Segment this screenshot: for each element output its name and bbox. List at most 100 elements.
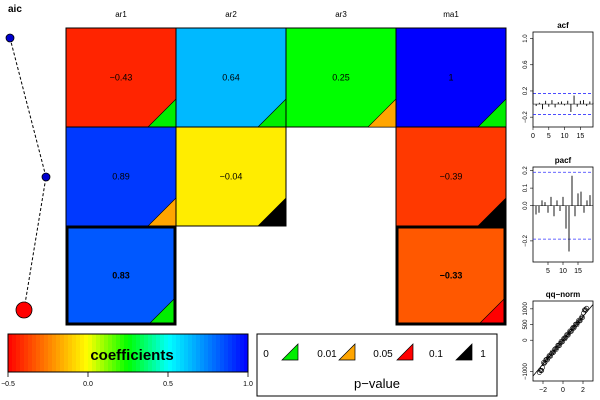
colorbar-swatch xyxy=(188,334,193,372)
matrix-cell: −0.04 xyxy=(175,126,287,227)
colorbar-swatch xyxy=(16,334,21,372)
colorbar-swatch xyxy=(204,334,209,372)
qq-point xyxy=(541,360,546,365)
qq-point xyxy=(580,315,585,320)
colorbar-swatch xyxy=(236,334,241,372)
colorbar-swatch xyxy=(12,334,17,372)
qq-point xyxy=(549,349,555,355)
cell-value: 0.64 xyxy=(222,73,240,83)
qq-point xyxy=(552,346,557,352)
colorbar-swatch xyxy=(88,334,93,372)
colorbar-swatch xyxy=(108,334,113,372)
colorbar-swatch xyxy=(76,334,81,372)
x-tick-label: 0 xyxy=(561,387,565,394)
column-labels: ar1 ar2 ar3 ma1 xyxy=(115,10,459,19)
column-label-ma1: ma1 xyxy=(443,10,459,19)
aic-panel: aic xyxy=(5,4,51,319)
matrix-cell: −0.39 xyxy=(395,126,507,227)
qq-point xyxy=(558,339,564,344)
matrix-cell: 0.83 xyxy=(65,225,177,326)
x-tick-label: 15 xyxy=(574,268,582,275)
x-tick-label: 10 xyxy=(559,268,567,275)
colorbar-swatch xyxy=(232,334,237,372)
colorbar-swatch xyxy=(84,334,89,372)
colorbar-swatch xyxy=(224,334,229,372)
colorbar-swatch xyxy=(100,334,105,372)
colorbar-swatch xyxy=(228,334,233,372)
pvalue-legend-title: p−value xyxy=(354,376,400,391)
qq-point xyxy=(583,307,589,313)
colorbar-swatch xyxy=(40,334,45,372)
qqnorm-plot: qq−norm −1000 0 500 1000 −2 0 2 xyxy=(523,290,594,394)
y-tick-label: 1.0 xyxy=(523,34,529,43)
colorbar-ticks: −0.5 0.0 0.5 1.0 xyxy=(1,372,253,388)
colorbar-swatch xyxy=(96,334,101,372)
colorbar-swatch xyxy=(200,334,205,372)
colorbar-swatch xyxy=(60,334,65,372)
qq-point xyxy=(541,361,547,366)
colorbar-swatch xyxy=(52,334,57,372)
colorbar-swatch xyxy=(20,334,25,372)
y-tick-label: 0.6 xyxy=(523,60,529,69)
colorbar-swatch xyxy=(48,334,53,372)
matrix-cells: −0.43 0.64 0.25 1 0.89 −0.04 −0.39 0.83 −0.33 xyxy=(65,27,507,326)
colorbar-swatch xyxy=(184,334,189,372)
pvalue-legend-items: 0 0.01 0.05 0.1 1 xyxy=(263,343,486,361)
x-tick-label: −2 xyxy=(539,387,547,394)
column-label-ar1: ar1 xyxy=(115,10,127,19)
colorbar-swatch xyxy=(220,334,225,372)
qq-point xyxy=(571,325,577,331)
colorbar-swatch xyxy=(112,334,117,372)
colorbar-title: coefficients xyxy=(90,347,173,364)
colorbar-swatch xyxy=(120,334,125,372)
qq-point xyxy=(548,353,553,359)
plot-frame xyxy=(532,166,594,263)
plot-title: pacf xyxy=(555,156,572,165)
coefficients-colorbar: coefficients −0.5 0.0 0.5 1.0 xyxy=(1,333,253,388)
x-tick-label: 5 xyxy=(547,133,551,140)
y-tick-label: −1000 xyxy=(523,363,529,381)
matrix-cell: −0.33 xyxy=(395,225,507,326)
qq-point xyxy=(565,332,571,338)
y-tick-label: 0.2 xyxy=(523,166,529,175)
cell-fill xyxy=(395,126,507,227)
pvalue-break-label: 0.1 xyxy=(429,349,443,360)
plot-title: qq−norm xyxy=(546,290,580,299)
colorbar-swatch xyxy=(156,334,161,372)
colorbar-swatch xyxy=(240,334,245,372)
qq-point xyxy=(537,367,543,373)
reference-line xyxy=(532,304,594,377)
colorbar-swatch xyxy=(148,334,153,372)
colorbar-swatch xyxy=(32,334,37,372)
pvalue-swatch xyxy=(455,343,473,361)
qq-point xyxy=(584,305,589,311)
colorbar-swatch xyxy=(28,334,33,372)
pvalue-legend: 0 0.01 0.05 0.1 1 p−value xyxy=(256,333,498,397)
colorbar-swatch xyxy=(64,334,69,372)
aic-point xyxy=(41,172,51,182)
qq-point xyxy=(566,330,572,336)
pvalue-break-label: 0 xyxy=(263,349,269,360)
pvalue-break-label: 0.05 xyxy=(373,349,393,360)
aic-path xyxy=(5,33,51,319)
x-tick-label: 2 xyxy=(581,387,585,394)
x-tick-label: 0 xyxy=(531,133,535,140)
matrix-cell: 0.25 xyxy=(285,27,397,128)
matrix-cell: 1 xyxy=(395,27,507,128)
aic-point xyxy=(5,33,15,43)
selected-cell-outline xyxy=(65,225,177,326)
x-tick-label: 5 xyxy=(546,268,550,275)
colorbar-swatch xyxy=(72,334,77,372)
matrix-cell: 0.89 xyxy=(65,126,177,227)
cell-fill xyxy=(395,225,507,326)
y-tick-label: 0.2 xyxy=(523,86,529,95)
acf-plot: acf −0.2 0.2 0.6 1.0 0 5 10 15 xyxy=(523,21,594,140)
colorbar-swatch xyxy=(124,334,129,372)
colorbar-swatch xyxy=(192,334,197,372)
colorbar-swatch xyxy=(128,334,133,372)
cell-value: 0.83 xyxy=(112,271,130,281)
colorbar-swatch xyxy=(196,334,201,372)
pvalue-swatch xyxy=(281,343,299,361)
qq-point xyxy=(569,326,575,331)
colorbar-swatch xyxy=(208,334,213,372)
